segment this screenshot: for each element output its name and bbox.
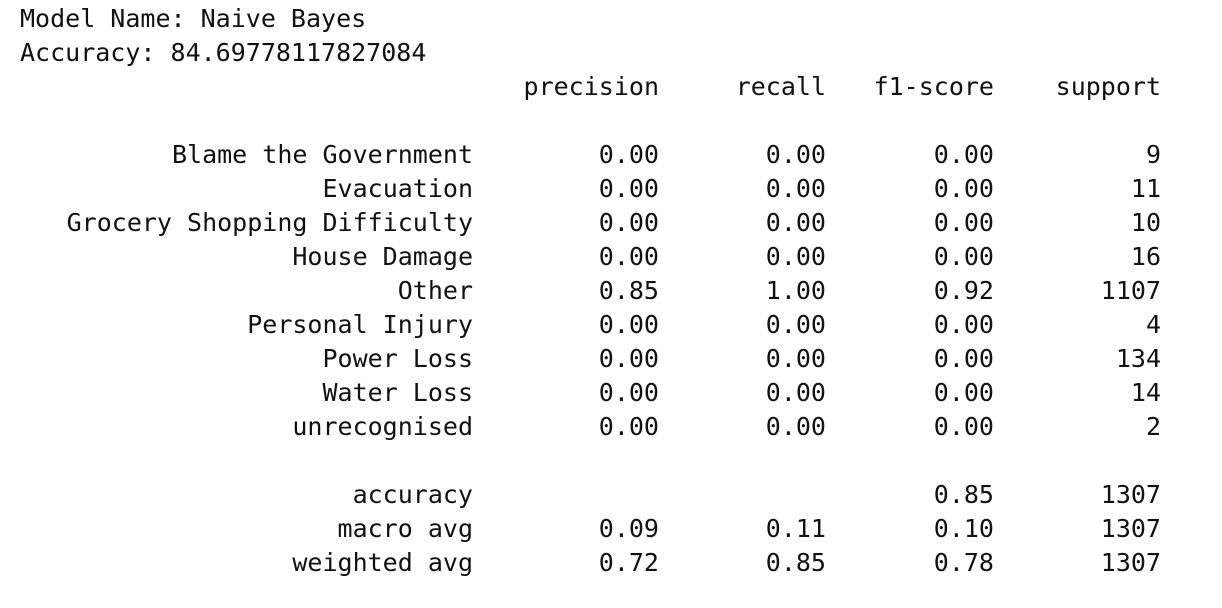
f1-score-value: 0.00	[933, 208, 994, 237]
precision-value: 0.00	[598, 378, 659, 407]
report-row: Grocery Shopping Difficulty 0.00 0.00 0.00 1…	[20, 206, 1180, 240]
precision-value: 0.00	[598, 344, 659, 373]
precision-value: 0.72	[598, 548, 659, 577]
report-row: Blame the Government 0.00 0.00 0.00 9	[20, 138, 1180, 172]
column-header-support: support	[1055, 72, 1161, 101]
row-label: weighted avg	[292, 548, 473, 577]
f1-score-value: 0.00	[933, 242, 994, 271]
support-value: 134	[1115, 344, 1161, 373]
blank-line	[20, 444, 1180, 478]
classification-output: Model Name: Naive Bayes Accuracy: 84.697…	[20, 2, 1180, 580]
f1-score-value: 0.00	[933, 378, 994, 407]
support-value: 1107	[1100, 276, 1161, 305]
f1-score-value: 0.92	[933, 276, 994, 305]
support-value: 11	[1130, 174, 1161, 203]
report-row: macro avg 0.09 0.11 0.10 1307	[20, 512, 1180, 546]
support-value: 4	[1145, 310, 1161, 339]
recall-value: 0.00	[765, 208, 826, 237]
row-label: Other	[397, 276, 473, 305]
row-label: accuracy	[352, 480, 473, 509]
f1-score-value: 0.00	[933, 140, 994, 169]
recall-value: 0.00	[765, 174, 826, 203]
precision-value: 0.00	[598, 208, 659, 237]
precision-value: 0.85	[598, 276, 659, 305]
recall-value: 1.00	[765, 276, 826, 305]
report-row: House Damage 0.00 0.00 0.00 16	[20, 240, 1180, 274]
precision-value: 0.00	[598, 310, 659, 339]
f1-score-value: 0.00	[933, 310, 994, 339]
f1-score-value: 0.10	[933, 514, 994, 543]
support-value: 2	[1145, 412, 1161, 441]
column-header-f1-score: f1-score	[873, 72, 994, 101]
recall-value: 0.00	[765, 310, 826, 339]
row-label: macro avg	[337, 514, 473, 543]
row-label: unrecognised	[292, 412, 473, 441]
recall-value: 0.85	[765, 548, 826, 577]
recall-value: 0.11	[765, 514, 826, 543]
report-row: unrecognised 0.00 0.00 0.00 2	[20, 410, 1180, 444]
column-header-recall: recall	[735, 72, 826, 101]
f1-score-value: 0.00	[933, 412, 994, 441]
report-row: accuracy 0.85 1307	[20, 478, 1180, 512]
row-label: Blame the Government	[171, 140, 473, 169]
model-name-line: Model Name: Naive Bayes	[20, 4, 367, 33]
column-header-precision: precision	[523, 72, 659, 101]
precision-value: 0.00	[598, 242, 659, 271]
blank-line	[20, 104, 1180, 138]
recall-value: 0.00	[765, 242, 826, 271]
f1-score-value: 0.00	[933, 344, 994, 373]
row-label: Personal Injury	[247, 310, 473, 339]
report-row: Evacuation 0.00 0.00 0.00 11	[20, 172, 1180, 206]
support-value: 14	[1130, 378, 1161, 407]
report-row: Water Loss 0.00 0.00 0.00 14	[20, 376, 1180, 410]
precision-value: 0.00	[598, 140, 659, 169]
row-label: Power Loss	[322, 344, 473, 373]
row-label: House Damage	[292, 242, 473, 271]
report-row: Personal Injury 0.00 0.00 0.00 4	[20, 308, 1180, 342]
support-value: 16	[1130, 242, 1161, 271]
support-value: 1307	[1100, 548, 1161, 577]
support-value: 1307	[1100, 514, 1161, 543]
report-header-row: precision recall f1-score support	[20, 70, 1180, 104]
summary-rows: accuracy 0.85 1307 macro avg 0.09 0.11 0.10 130…	[20, 478, 1180, 580]
report-row: Power Loss 0.00 0.00 0.00 134	[20, 342, 1180, 376]
support-value: 10	[1130, 208, 1161, 237]
precision-value: 0.00	[598, 412, 659, 441]
recall-value: 0.00	[765, 140, 826, 169]
report-row: Other 0.85 1.00 0.92 1107	[20, 274, 1180, 308]
recall-value: 0.00	[765, 412, 826, 441]
recall-value: 0.00	[765, 378, 826, 407]
recall-value: 0.00	[765, 344, 826, 373]
precision-value: 0.09	[598, 514, 659, 543]
support-value: 1307	[1100, 480, 1161, 509]
row-label: Grocery Shopping Difficulty	[66, 208, 473, 237]
row-label: Evacuation	[322, 174, 473, 203]
report-row: weighted avg 0.72 0.85 0.78 1307	[20, 546, 1180, 580]
f1-score-value: 0.85	[933, 480, 994, 509]
row-label: Water Loss	[322, 378, 473, 407]
support-value: 9	[1145, 140, 1161, 169]
accuracy-line: Accuracy: 84.69778117827084	[20, 38, 427, 67]
f1-score-value: 0.78	[933, 548, 994, 577]
precision-value: 0.00	[598, 174, 659, 203]
f1-score-value: 0.00	[933, 174, 994, 203]
class-rows: Blame the Government 0.00 0.00 0.00 9 Evacuat…	[20, 138, 1180, 444]
